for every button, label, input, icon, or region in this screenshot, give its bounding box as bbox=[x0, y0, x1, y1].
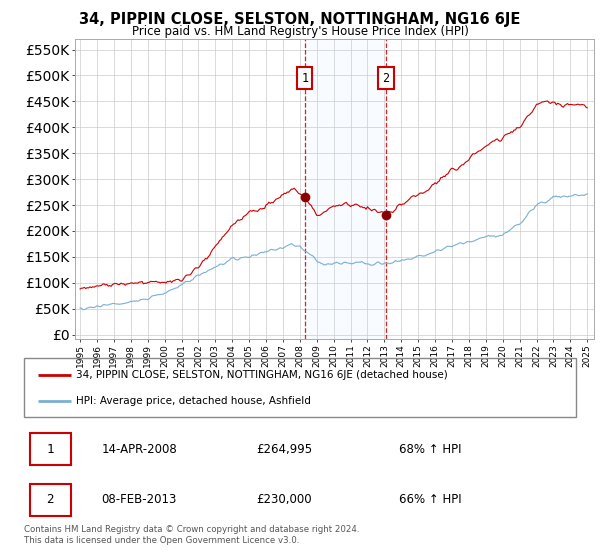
Text: 68% ↑ HPI: 68% ↑ HPI bbox=[400, 443, 462, 456]
Text: 1: 1 bbox=[46, 443, 54, 456]
Text: 34, PIPPIN CLOSE, SELSTON, NOTTINGHAM, NG16 6JE: 34, PIPPIN CLOSE, SELSTON, NOTTINGHAM, N… bbox=[79, 12, 521, 27]
Text: Contains HM Land Registry data © Crown copyright and database right 2024.
This d: Contains HM Land Registry data © Crown c… bbox=[24, 525, 359, 545]
Text: 08-FEB-2013: 08-FEB-2013 bbox=[101, 493, 176, 506]
Bar bbox=[29, 484, 71, 516]
Text: Price paid vs. HM Land Registry's House Price Index (HPI): Price paid vs. HM Land Registry's House … bbox=[131, 25, 469, 38]
Text: 2: 2 bbox=[46, 493, 54, 506]
Text: £230,000: £230,000 bbox=[256, 493, 311, 506]
Bar bbox=[29, 433, 71, 465]
Text: 1: 1 bbox=[301, 72, 308, 85]
Bar bbox=[305, 39, 386, 339]
Text: £264,995: £264,995 bbox=[256, 443, 312, 456]
Text: 2: 2 bbox=[382, 72, 389, 85]
Text: 14-APR-2008: 14-APR-2008 bbox=[101, 443, 177, 456]
Text: 34, PIPPIN CLOSE, SELSTON, NOTTINGHAM, NG16 6JE (detached house): 34, PIPPIN CLOSE, SELSTON, NOTTINGHAM, N… bbox=[76, 370, 448, 380]
Text: HPI: Average price, detached house, Ashfield: HPI: Average price, detached house, Ashf… bbox=[76, 396, 311, 406]
Text: 66% ↑ HPI: 66% ↑ HPI bbox=[400, 493, 462, 506]
